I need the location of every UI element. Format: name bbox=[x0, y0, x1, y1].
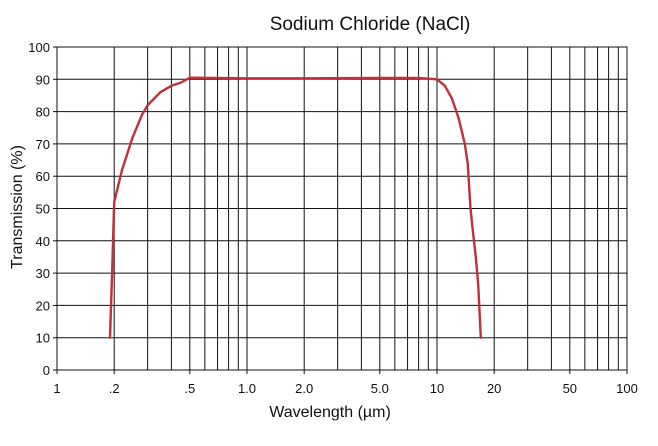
y-tick-label: 70 bbox=[36, 137, 50, 152]
chart-title: Sodium Chloride (NaCl) bbox=[269, 14, 471, 35]
y-tick-label: 60 bbox=[36, 169, 50, 184]
series-group bbox=[108, 76, 482, 339]
y-tick-label: 30 bbox=[36, 266, 50, 281]
x-tick-label: 2.0 bbox=[295, 381, 313, 396]
y-axis-label: Transmission (%) bbox=[9, 145, 26, 269]
y-tick-label: 90 bbox=[36, 72, 50, 87]
x-axis-label: Wavelength (µm) bbox=[269, 404, 391, 421]
x-tick-label: 5.0 bbox=[371, 381, 389, 396]
x-tick-label: 10 bbox=[430, 381, 444, 396]
y-tick-label: 10 bbox=[36, 331, 50, 346]
x-tick-label: 100 bbox=[616, 381, 638, 396]
x-tick-label: .2 bbox=[109, 381, 120, 396]
grid bbox=[57, 47, 627, 370]
y-tick-label: 50 bbox=[36, 202, 50, 217]
y-tick-label: 0 bbox=[43, 363, 50, 378]
y-tick-label: 100 bbox=[28, 40, 50, 55]
y-tick-label: 20 bbox=[36, 298, 50, 313]
x-axis: 1 .2 .5 1.0 2.0 5.0 10 20 50 100 bbox=[53, 370, 638, 396]
x-tick-label: .5 bbox=[184, 381, 195, 396]
y-tick-label: 80 bbox=[36, 105, 50, 120]
x-tick-label: 20 bbox=[487, 381, 501, 396]
x-tick-label: 50 bbox=[563, 381, 577, 396]
x-tick-label: 1.0 bbox=[238, 381, 256, 396]
y-tick-label: 40 bbox=[36, 234, 50, 249]
y-axis: 0 10 20 30 40 50 60 70 80 90 100 bbox=[28, 40, 57, 378]
transmission-curve bbox=[108, 76, 482, 339]
x-tick-label: 1 bbox=[53, 381, 60, 396]
